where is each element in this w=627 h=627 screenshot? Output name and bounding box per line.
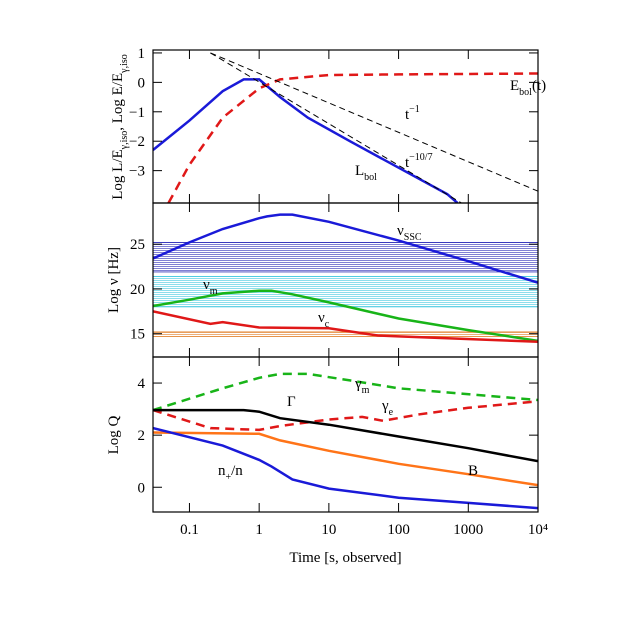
- x-tick-label: 1000: [453, 522, 483, 538]
- y-tick-label: −3: [129, 164, 145, 180]
- y-tick-label: 25: [130, 237, 145, 253]
- x-tick-label: 0.1: [180, 522, 199, 538]
- text-part: Log ν [Hz]: [106, 247, 122, 313]
- line-series: [153, 310, 538, 344]
- text-part: L: [355, 163, 364, 179]
- text-part: −1: [409, 104, 420, 115]
- plot-frame: [152, 356, 539, 513]
- line-series: [153, 372, 538, 412]
- y-axis-label: Log Q: [106, 415, 122, 454]
- annotation: νSSC: [397, 223, 422, 243]
- text-part: bol: [364, 172, 377, 183]
- y-tick-label: 2: [138, 428, 146, 444]
- y-tick-label: 0: [138, 480, 146, 496]
- text-part: /n: [231, 463, 243, 479]
- plot-frame: [152, 49, 539, 204]
- text-part: E: [510, 78, 519, 94]
- text-part: m: [362, 385, 370, 396]
- annotation: Ebol(t): [510, 78, 546, 98]
- text-part: n: [218, 463, 226, 479]
- band: [153, 276, 538, 308]
- y-tick-label: 0: [138, 75, 146, 91]
- text-part: bol: [519, 87, 532, 98]
- y-axis-label: Log L/Eγ,iso, Log E/Eγ,iso: [110, 54, 130, 200]
- annotation: γe: [381, 398, 394, 418]
- annotation: Γ: [287, 394, 296, 410]
- text-part: B: [468, 463, 478, 479]
- text-part: Γ: [287, 394, 296, 410]
- text-part: e: [389, 407, 394, 418]
- x-tick-label: 100: [387, 522, 410, 538]
- text-part: t: [405, 107, 410, 123]
- annotation: n+/n: [218, 463, 243, 483]
- annotation: νm: [203, 277, 218, 297]
- text-part: , Log E/E: [110, 73, 126, 131]
- text-part: ν: [203, 277, 210, 293]
- line-series: [153, 408, 538, 463]
- line-series: [153, 78, 459, 203]
- text-part: γ: [354, 376, 362, 392]
- text-part: ν: [397, 223, 404, 239]
- text-part: m: [210, 286, 218, 297]
- annotation: B: [468, 463, 478, 479]
- text-part: γ,iso: [119, 54, 130, 74]
- x-tick-label: 10: [321, 522, 336, 538]
- y-tick-label: 1: [138, 46, 146, 62]
- line-series: [153, 400, 538, 432]
- line-series: [167, 72, 538, 203]
- x-axis-label: Time [s, observed]: [289, 550, 401, 566]
- annotation: t−10/7: [405, 152, 433, 171]
- annotation: Lbol: [355, 163, 377, 183]
- line-series: [153, 289, 538, 343]
- text-part: γ: [381, 398, 389, 414]
- line-series: [153, 431, 538, 487]
- text-part: (t): [532, 78, 546, 94]
- text-part: Log L/E: [110, 149, 126, 199]
- y-axis-label: Log ν [Hz]: [106, 247, 122, 313]
- line-series: [210, 52, 462, 203]
- text-part: t: [405, 155, 410, 171]
- annotation: γm: [354, 376, 370, 396]
- line-series: [153, 213, 538, 284]
- y-tick-label: 20: [130, 282, 145, 298]
- text-part: +: [226, 472, 232, 483]
- text-part: −10/7: [409, 152, 432, 163]
- annotation: t−1: [405, 104, 420, 123]
- y-tick-label: −1: [129, 105, 145, 121]
- band: [153, 241, 538, 273]
- text-part: SSC: [404, 232, 422, 243]
- x-tick-label: 1: [255, 522, 263, 538]
- text-part: γ,iso: [119, 131, 130, 151]
- text-part: Log Q: [106, 415, 122, 454]
- y-tick-label: 15: [130, 327, 145, 343]
- text-part: ν: [318, 310, 325, 326]
- line-series: [153, 426, 538, 510]
- x-tick-label: 10⁴: [528, 522, 548, 538]
- annotation: νc: [318, 310, 330, 330]
- text-part: c: [325, 319, 330, 330]
- y-tick-label: −2: [129, 134, 145, 150]
- y-tick-label: 4: [138, 376, 146, 392]
